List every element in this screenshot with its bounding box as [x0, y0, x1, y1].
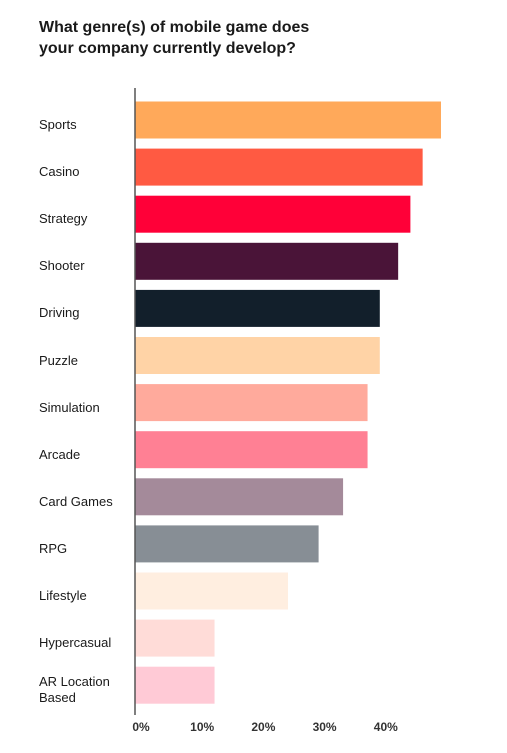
category-label: Strategy: [39, 211, 88, 227]
bar: [135, 148, 423, 186]
bar: [135, 572, 288, 610]
bar: [135, 431, 368, 469]
bar: [135, 525, 319, 563]
x-tick-label: 30%: [312, 720, 337, 734]
category-label: Shooter: [39, 258, 85, 274]
category-label: AR Location Based: [39, 674, 110, 706]
category-label: Lifestyle: [39, 588, 87, 603]
bar: [135, 195, 411, 233]
bar: [135, 242, 399, 280]
bar: [135, 289, 380, 327]
category-label: Sports: [39, 117, 77, 132]
category-label: Casino: [39, 164, 80, 180]
bar: [135, 384, 368, 422]
category-label: Arcade: [39, 446, 81, 462]
bar: [135, 101, 441, 139]
bar: [135, 619, 215, 657]
category-label: Puzzle: [39, 352, 79, 368]
x-tick-label: 0%: [132, 720, 150, 734]
bar: [135, 478, 344, 516]
category-label: Hypercasual: [39, 635, 112, 651]
category-label: Driving: [39, 305, 80, 321]
category-label: RPG: [39, 540, 68, 556]
category-label: Card Games: [39, 493, 113, 509]
x-tick-label: 40%: [373, 720, 398, 734]
chart-title: What genre(s) of mobile game does your c…: [39, 19, 310, 57]
bar: [135, 666, 215, 704]
bar: [135, 337, 380, 374]
x-tick-label: 20%: [251, 720, 276, 734]
x-tick-label: 10%: [190, 720, 215, 734]
category-label: Simulation: [39, 399, 100, 415]
